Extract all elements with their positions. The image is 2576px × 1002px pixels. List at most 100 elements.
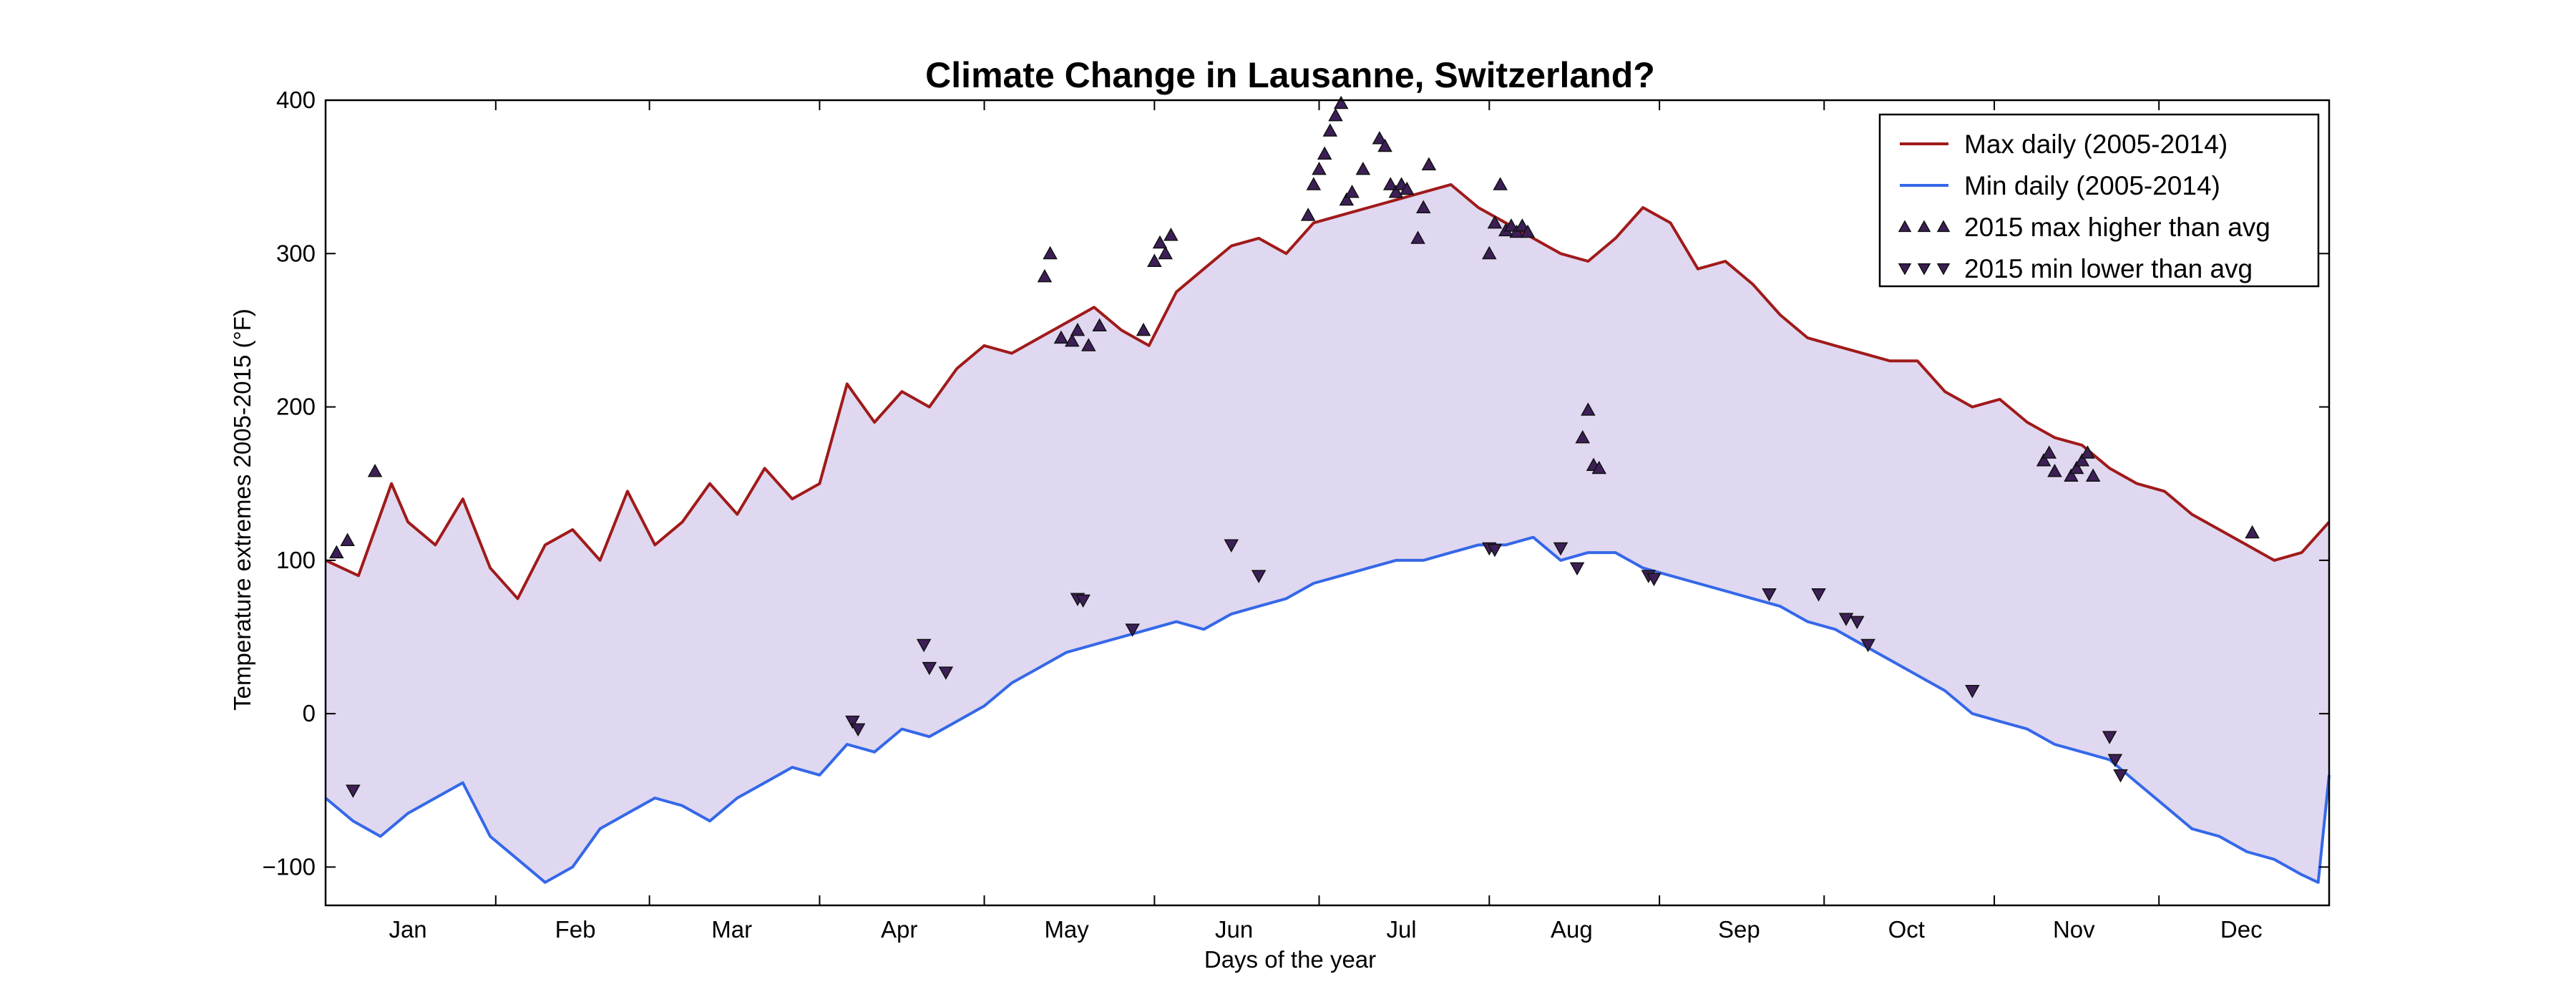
x-tick-label: Jul xyxy=(1386,916,1416,943)
max-record-marker xyxy=(1300,208,1316,221)
y-tick-label: 0 xyxy=(303,700,316,726)
min-record-marker xyxy=(850,723,866,737)
min-record-marker xyxy=(2107,754,2123,767)
min-record-marker xyxy=(916,638,932,653)
min-record-marker xyxy=(845,715,860,729)
min-record-marker xyxy=(938,666,954,680)
max-record-marker xyxy=(1317,146,1332,160)
min-daily-line xyxy=(324,535,2331,884)
x-tick-label: Mar xyxy=(711,916,752,943)
max-record-marker xyxy=(1081,338,1096,351)
legend-label: 2015 max higher than avg xyxy=(1964,213,2270,242)
x-tick-label: Aug xyxy=(1551,916,1593,943)
x-tick-label: Oct xyxy=(1888,916,1925,943)
max-record-marker xyxy=(329,545,344,559)
max-record-marker xyxy=(1328,107,1343,122)
max-record-marker xyxy=(1399,181,1415,195)
y-tick-label: 200 xyxy=(276,394,316,420)
min-record-marker xyxy=(1762,588,1777,602)
legend-marker-swatch xyxy=(1936,263,1951,276)
x-tick-label: Nov xyxy=(2053,916,2095,943)
max-record-marker xyxy=(1372,131,1387,145)
min-record-marker xyxy=(1838,613,1854,626)
max-record-marker xyxy=(1306,177,1322,190)
max-record-marker xyxy=(1591,460,1607,475)
max-record-marker xyxy=(1092,318,1107,331)
min-record-marker xyxy=(1075,594,1091,608)
max-record-marker xyxy=(1322,123,1338,137)
min-record-marker xyxy=(1849,616,1865,630)
max-record-marker xyxy=(367,464,383,477)
max-record-marker xyxy=(1043,245,1058,260)
min-record-marker xyxy=(1251,570,1267,583)
max-record-marker xyxy=(2074,453,2090,467)
max-record-marker xyxy=(1388,185,1404,198)
max-record-marker xyxy=(2041,445,2057,459)
max-record-marker xyxy=(1487,215,1503,229)
x-axis-label: Days of the year xyxy=(1204,946,1376,973)
legend-marker-swatch xyxy=(1898,220,1912,233)
x-tick-label: Sep xyxy=(1718,916,1760,943)
y-tick-label: 400 xyxy=(276,87,316,113)
x-tick-label: Jun xyxy=(1215,916,1253,943)
max-record-marker xyxy=(340,532,355,546)
x-tick-label: May xyxy=(1044,916,1089,943)
legend-marker-swatch xyxy=(1917,263,1931,276)
max-record-marker xyxy=(1037,268,1053,283)
max-record-marker xyxy=(1339,192,1355,206)
min-record-marker xyxy=(1811,588,1826,602)
x-tick-label: Dec xyxy=(2220,916,2263,943)
max-record-marker xyxy=(1136,322,1151,336)
max-record-marker xyxy=(1415,200,1431,213)
max-record-marker xyxy=(1515,218,1530,232)
legend-label: Min daily (2005-2014) xyxy=(1964,171,2220,200)
y-tick-label: 100 xyxy=(276,547,316,573)
y-tick-label: −100 xyxy=(263,853,316,880)
max-record-marker xyxy=(1355,161,1371,175)
min-record-marker xyxy=(2113,769,2128,783)
max-daily-line xyxy=(325,183,2331,600)
max-record-marker xyxy=(1575,429,1590,444)
max-record-marker xyxy=(2047,464,2062,477)
chart-title: Climate Change in Lausanne, Switzerland? xyxy=(925,55,1655,95)
x-tick-label: Feb xyxy=(555,916,596,943)
max-record-marker xyxy=(1581,402,1596,416)
legend-label: Max daily (2005-2014) xyxy=(1964,130,2228,159)
min-record-marker xyxy=(1569,562,1585,576)
max-record-marker xyxy=(1053,330,1069,344)
max-record-marker xyxy=(1065,333,1080,347)
max-record-marker xyxy=(2069,460,2084,475)
max-record-marker xyxy=(1382,177,1398,190)
max-record-marker xyxy=(2245,525,2260,539)
max-record-marker xyxy=(1163,228,1179,241)
max-record-marker xyxy=(2080,445,2095,459)
min-record-marker xyxy=(346,784,361,798)
max-record-marker xyxy=(1147,253,1162,267)
legend-box xyxy=(1878,113,2320,288)
max-record-marker xyxy=(1493,177,1508,190)
plot-area: −100 0 100 200 300 400 Jan Feb Mar Apr May Jun Jul Au… xyxy=(263,87,2331,943)
max-record-marker xyxy=(1377,138,1392,152)
max-record-marker xyxy=(1520,224,1536,238)
max-record-marker xyxy=(2064,468,2079,482)
y-axis-label: Temperature extremes 2005-2015 (°F) xyxy=(229,308,255,711)
max-record-marker xyxy=(1333,95,1349,110)
legend-marker-swatch xyxy=(1898,263,1912,276)
min-record-marker xyxy=(1860,638,1875,653)
max-record-marker xyxy=(2085,468,2101,482)
legend-marker-swatch xyxy=(1936,220,1951,233)
min-record-marker xyxy=(1487,543,1503,558)
max-record-marker xyxy=(1410,230,1425,244)
min-record-marker xyxy=(1224,539,1239,553)
max-record-marker xyxy=(1152,235,1168,249)
y-tick-label: 300 xyxy=(276,240,316,266)
max-record-marker xyxy=(1070,322,1085,336)
max-record-marker xyxy=(2036,453,2051,467)
legend: Max daily (2005-2014) Min daily (2005-201… xyxy=(1878,113,2320,288)
max-record-marker xyxy=(1312,161,1327,175)
min-record-marker xyxy=(1125,623,1140,637)
max-record-marker xyxy=(1482,245,1497,260)
min-record-marker xyxy=(922,661,937,676)
max-record-marker xyxy=(1158,245,1173,260)
